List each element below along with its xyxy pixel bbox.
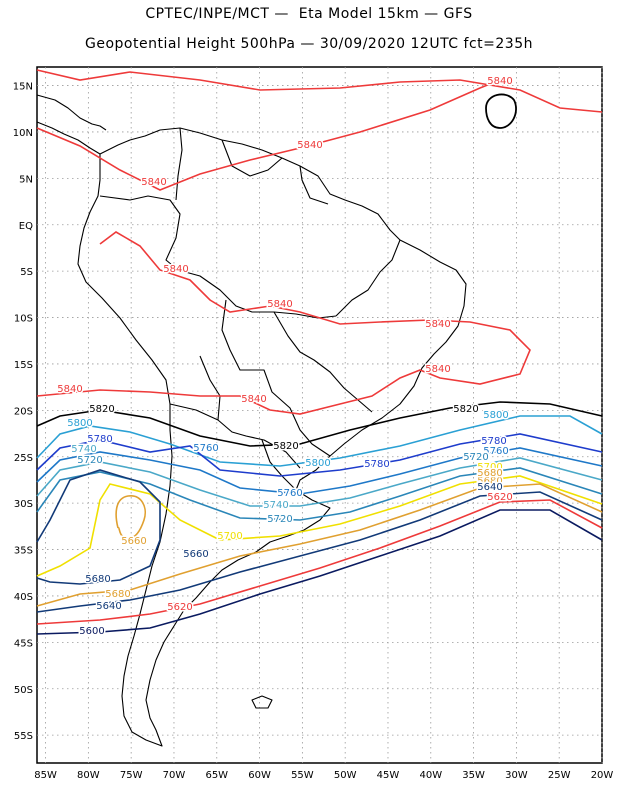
- lon-tick-label: 45W: [377, 770, 400, 781]
- contour-label-5660: 5660: [121, 536, 146, 547]
- contour-label-5620: 5620: [487, 492, 512, 503]
- contour-5620: [36, 499, 603, 625]
- contour-label-5740: 5740: [71, 444, 96, 455]
- contour-5840-amazon: [36, 231, 531, 415]
- contour-label-5680: 5680: [85, 574, 110, 585]
- contour-label-5780: 5780: [364, 459, 389, 470]
- contour-label-5840: 5840: [425, 364, 450, 375]
- contour-5720: [36, 467, 603, 521]
- contour-label-5760: 5760: [193, 443, 218, 454]
- contour-label-5620: 5620: [167, 602, 192, 613]
- contour-5820: [36, 401, 603, 447]
- contour-label-5680: 5680: [105, 589, 130, 600]
- contour-label-5720: 5720: [267, 514, 292, 525]
- lon-tick-label: 70W: [163, 770, 186, 781]
- contour-label-5760: 5760: [277, 488, 302, 499]
- contour-5740: [36, 457, 603, 507]
- contour-5660-low: [115, 495, 146, 540]
- contour-5680-low: [36, 469, 161, 585]
- lon-tick-label: 65W: [205, 770, 228, 781]
- contour-label-5800: 5800: [67, 418, 92, 429]
- contour-label-5800: 5800: [483, 410, 508, 421]
- lon-tick-label: 25W: [548, 770, 571, 781]
- lon-tick-label: 30W: [505, 770, 528, 781]
- lat-tick-label: 5N: [19, 174, 33, 185]
- contour-label-5840: 5840: [163, 264, 188, 275]
- lon-tick-label: 55W: [291, 770, 314, 781]
- contour-5600: [36, 509, 603, 635]
- graticule: [37, 67, 603, 763]
- contour-label-5780: 5780: [87, 434, 112, 445]
- lon-tick-label: 50W: [334, 770, 357, 781]
- contour-label-5700: 5700: [217, 531, 242, 542]
- contour-5700: [36, 475, 603, 577]
- contour-label-5840: 5840: [297, 140, 322, 151]
- lat-tick-label: EQ: [19, 221, 33, 232]
- contour-label-5740: 5740: [263, 500, 288, 511]
- lon-tick-label: 85W: [34, 770, 57, 781]
- land-outline: [36, 94, 467, 747]
- contour-label-5840: 5840: [267, 299, 292, 310]
- contour-5840-north: [36, 69, 603, 113]
- lat-tick-label: 5S: [20, 267, 33, 278]
- lon-tick-label: 35W: [462, 770, 485, 781]
- contour-5780: [36, 433, 603, 477]
- contour-label-5700: 5700: [477, 462, 502, 473]
- contour-label-5840: 5840: [141, 177, 166, 188]
- lat-tick-label: 10N: [13, 128, 33, 139]
- lon-tick-label: 40W: [419, 770, 442, 781]
- contour-label-5800: 5800: [305, 458, 330, 469]
- lat-tick-label: 20S: [14, 406, 33, 417]
- contour-5840-closed: [485, 93, 517, 129]
- contour-5640: [36, 491, 603, 613]
- height-contours: [36, 69, 603, 635]
- contour-label-5780: 5780: [481, 436, 506, 447]
- contour-label-5680: 5680: [477, 468, 502, 479]
- contour-label-5680: 5680: [477, 476, 502, 487]
- contour-label-5840: 5840: [57, 384, 82, 395]
- lat-tick-label: 25S: [14, 453, 33, 464]
- map-title: CPTEC/INPE/MCT — Eta Model 15km — GFS: [145, 6, 473, 22]
- lat-tick-label: 45S: [14, 638, 33, 649]
- contour-label-5840: 5840: [241, 394, 266, 405]
- contour-label-5820: 5820: [89, 404, 114, 415]
- contour-label-5820: 5820: [273, 441, 298, 452]
- contour-5760: [36, 447, 603, 495]
- contour-label-5720: 5720: [77, 455, 102, 466]
- lat-tick-label: 30S: [14, 499, 33, 510]
- contour-5800: [36, 415, 603, 467]
- contour-label-5640: 5640: [96, 601, 121, 612]
- contour-label-5840: 5840: [487, 76, 512, 87]
- contour-label-5760: 5760: [483, 446, 508, 457]
- lat-tick-label: 15N: [13, 82, 33, 93]
- contour-label-5840: 5840: [487, 76, 512, 87]
- lon-tick-label: 60W: [248, 770, 271, 781]
- lat-tick-label: 15S: [14, 360, 33, 371]
- map-subtitle: Geopotential Height 500hPa — 30/09/2020 …: [85, 36, 533, 52]
- latitude-labels: 15N 10N 5N EQ 5S 10S 15S 20S 25S 30S 35S 40S 45S 50S 5…: [13, 82, 33, 743]
- lat-tick-label: 10S: [14, 314, 33, 325]
- lon-tick-label: 20W: [591, 770, 614, 781]
- contour-label-5660: 5660: [183, 549, 208, 560]
- contour-label-5600: 5600: [79, 626, 104, 637]
- contour-label-5840: 5840: [425, 319, 450, 330]
- lat-tick-label: 35S: [14, 546, 33, 557]
- contour-5680-upper: [36, 483, 603, 607]
- lat-tick-label: 55S: [14, 731, 33, 742]
- contour-5840-upper: [36, 79, 501, 191]
- lat-tick-label: 50S: [14, 685, 33, 696]
- lon-tick-label: 75W: [120, 770, 143, 781]
- contour-labels: 5840584058405840584058405840584058405840…: [56, 75, 514, 639]
- longitude-labels: 85W 80W 75W 70W 65W 60W 55W 50W 45W 40W 35W 30W 25W 2…: [34, 770, 613, 781]
- lon-tick-label: 80W: [77, 770, 100, 781]
- contour-label-5820: 5820: [453, 404, 478, 415]
- lat-tick-label: 40S: [14, 592, 33, 603]
- contour-label-5740: 5740: [463, 452, 488, 463]
- contour-label-5640: 5640: [477, 482, 502, 493]
- contour-label-5720: 5720: [463, 452, 488, 463]
